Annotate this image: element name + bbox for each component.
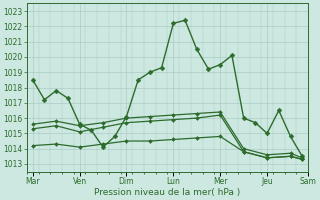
X-axis label: Pression niveau de la mer( hPa ): Pression niveau de la mer( hPa ) (94, 188, 241, 197)
